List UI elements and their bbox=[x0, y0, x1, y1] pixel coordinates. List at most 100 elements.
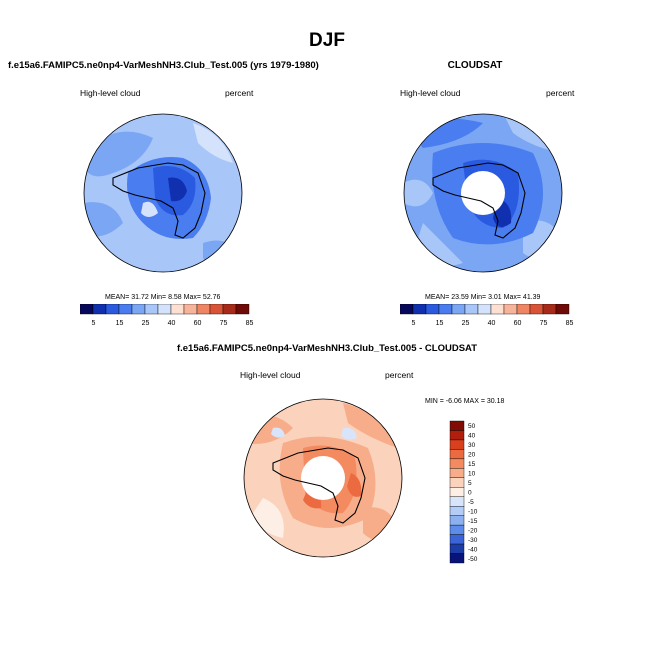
colorbar-tick-label: 15 bbox=[436, 320, 444, 327]
colorbar-swatch bbox=[516, 304, 531, 315]
colorbar-swatch bbox=[92, 304, 107, 315]
colorbar-swatch bbox=[449, 439, 465, 450]
colorbar-swatch bbox=[170, 304, 185, 315]
colorbar-tick-label: 60 bbox=[514, 320, 522, 327]
colorbar-tick-label: 25 bbox=[462, 320, 470, 327]
obs-map bbox=[403, 113, 563, 273]
model-units-label: percent bbox=[225, 88, 254, 98]
colorbar-tick-label: -50 bbox=[468, 556, 478, 563]
colorbar-swatch bbox=[449, 430, 465, 441]
colorbar-swatch bbox=[118, 304, 133, 315]
mean-value: 31.72 bbox=[131, 294, 149, 301]
model-stats: MEAN= 31.72 Min= 8.58 Max= 52.76 bbox=[105, 294, 220, 301]
mean-label: MEAN= bbox=[105, 294, 130, 301]
colorbar-tick-label: 20 bbox=[468, 452, 476, 459]
diff-units-label: percent bbox=[385, 370, 414, 380]
colorbar-swatch bbox=[542, 304, 557, 315]
colorbar-swatch bbox=[80, 304, 94, 315]
obs-panel-title: CLOUDSAT bbox=[447, 60, 503, 71]
colorbar-swatch bbox=[449, 515, 465, 526]
max-label: Max= bbox=[503, 294, 521, 301]
colorbar-tick-label: 5 bbox=[468, 480, 472, 487]
colorbar-swatch bbox=[529, 304, 544, 315]
mean-label: MEAN= bbox=[425, 294, 450, 301]
colorbar-swatch bbox=[490, 304, 505, 315]
min-label: Min= bbox=[150, 294, 167, 301]
colorbar-swatch bbox=[412, 304, 427, 315]
diff-stats: MIN = -6.06 MAX = 30.18 bbox=[425, 398, 505, 405]
colorbar-swatch bbox=[451, 304, 466, 315]
colorbar-swatch bbox=[449, 420, 465, 431]
model-map bbox=[83, 113, 243, 273]
colorbar-tick-label: 15 bbox=[468, 461, 476, 468]
colorbar-swatch bbox=[449, 524, 465, 535]
colorbar-tick-label: 25 bbox=[142, 320, 150, 327]
colorbar-swatch bbox=[438, 304, 453, 315]
colorbar-swatch bbox=[209, 304, 224, 315]
colorbar-swatch bbox=[449, 487, 465, 497]
obs-variable-label: High-level cloud bbox=[400, 88, 461, 98]
season-title: DJF bbox=[309, 30, 345, 51]
colorbar-swatch bbox=[183, 304, 198, 315]
colorbar-tick-label: 85 bbox=[566, 320, 574, 327]
diff-map bbox=[243, 398, 403, 558]
min-value: 3.01 bbox=[488, 294, 502, 301]
colorbar-swatch bbox=[449, 543, 465, 554]
obs-stats: MEAN= 23.59 Min= 3.01 Max= 41.39 bbox=[425, 294, 540, 301]
max-value: 41.39 bbox=[522, 294, 541, 301]
colorbar-tick-label: 40 bbox=[468, 433, 476, 440]
colorbar-tick-label: 75 bbox=[540, 320, 548, 327]
colorbar-tick-label: -40 bbox=[468, 546, 478, 553]
colorbar-swatch bbox=[464, 304, 479, 315]
colorbar-tick-label: -20 bbox=[468, 527, 478, 534]
colorbar-tick-label: 5 bbox=[412, 320, 416, 327]
min-value: 8.58 bbox=[168, 294, 182, 301]
colorbar-tick-label: 50 bbox=[468, 423, 476, 430]
min-label: Min= bbox=[470, 294, 487, 301]
colorbar-tick-label: 60 bbox=[194, 320, 202, 327]
colorbar-tick-label: 40 bbox=[488, 320, 496, 327]
colorbar-swatch bbox=[131, 304, 146, 315]
colorbar-tick-label: -5 bbox=[468, 499, 474, 506]
colorbar-swatch bbox=[449, 458, 465, 469]
diff-variable-label: High-level cloud bbox=[240, 370, 301, 380]
colorbar-swatch bbox=[449, 468, 465, 478]
colorbar-swatch bbox=[425, 304, 440, 315]
max-label: Max= bbox=[183, 294, 201, 301]
colorbar-tick-label: 5 bbox=[92, 320, 96, 327]
model-colorbar: 515254060758595 bbox=[80, 304, 254, 327]
colorbar-tick-label: -15 bbox=[468, 518, 478, 525]
colorbar-swatch bbox=[157, 304, 172, 315]
max-value: 52.76 bbox=[202, 294, 221, 301]
model-variable-label: High-level cloud bbox=[80, 88, 141, 98]
colorbar-swatch bbox=[449, 534, 465, 545]
colorbar-tick-label: 75 bbox=[220, 320, 228, 327]
colorbar-swatch bbox=[449, 496, 465, 507]
colorbar-swatch bbox=[555, 304, 570, 315]
colorbar-tick-label: 0 bbox=[468, 490, 472, 497]
colorbar-swatch bbox=[105, 304, 120, 315]
colorbar-tick-label: 10 bbox=[468, 471, 476, 478]
colorbar-tick-label: 85 bbox=[246, 320, 254, 327]
colorbar-tick-label: -30 bbox=[468, 537, 478, 544]
colorbar-swatch bbox=[400, 304, 414, 315]
colorbar-tick-label: 40 bbox=[168, 320, 176, 327]
colorbar-swatch bbox=[449, 477, 465, 488]
colorbar-tick-label: -10 bbox=[468, 508, 478, 515]
colorbar-swatch bbox=[235, 304, 250, 315]
colorbar-swatch bbox=[477, 304, 492, 315]
colorbar-swatch bbox=[222, 304, 237, 315]
colorbar-swatch bbox=[449, 449, 465, 460]
mean-value: 23.59 bbox=[451, 294, 469, 301]
obs-units-label: percent bbox=[546, 88, 575, 98]
colorbar-swatch bbox=[144, 304, 159, 315]
obs-colorbar: 515254060758595 bbox=[400, 304, 574, 327]
colorbar-swatch bbox=[449, 505, 465, 516]
model-panel-title: f.e15a6.FAMIPC5.ne0np4-VarMeshNH3.Club_T… bbox=[8, 60, 319, 71]
colorbar-tick-label: 15 bbox=[116, 320, 124, 327]
colorbar-swatch bbox=[449, 553, 465, 564]
diff-panel-title: f.e15a6.FAMIPC5.ne0np4-VarMeshNH3.Club_T… bbox=[176, 343, 478, 354]
colorbar-swatch bbox=[503, 304, 518, 315]
colorbar-tick-label: 30 bbox=[468, 442, 476, 449]
